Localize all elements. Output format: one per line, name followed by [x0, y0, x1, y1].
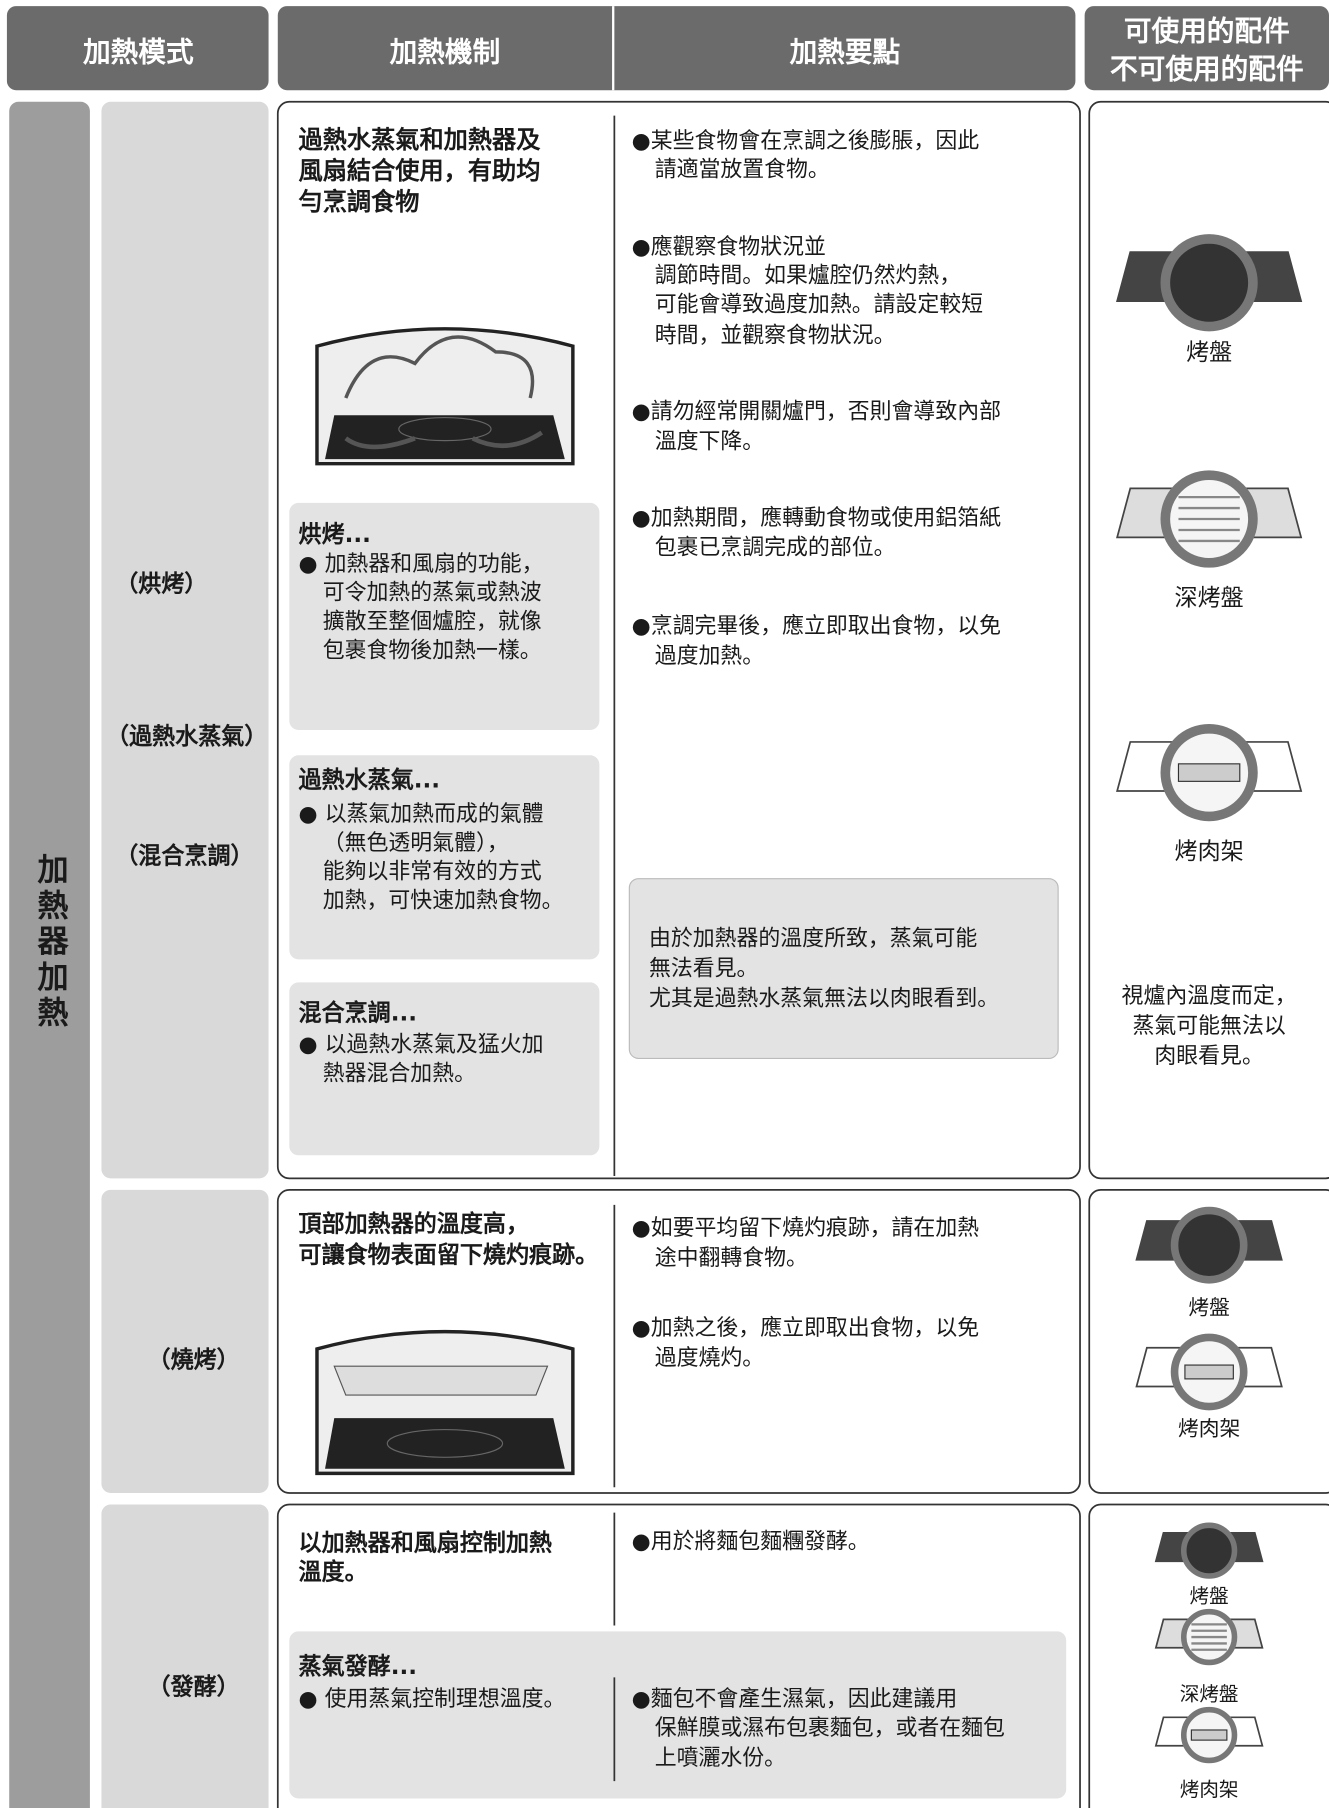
mechanism-text: 頂部加熱器的溫度高，	[299, 1210, 529, 1237]
mode-label: （烘烤）	[115, 571, 207, 598]
note-text: 無法看見。	[649, 956, 758, 981]
box-text: ● 以蒸氣加熱而成的氣體	[299, 802, 544, 827]
mode-band	[101, 101, 269, 1179]
accessory-note: 視爐內溫度而定，	[1122, 984, 1297, 1009]
point-text: 過度燒灼。	[655, 1346, 764, 1371]
box-text: （無色透明氣體），	[323, 831, 509, 856]
header-cell	[277, 6, 1076, 91]
box-text: ● 使用蒸氣控制理想溫度。	[299, 1687, 566, 1712]
info-box	[289, 502, 600, 730]
accessory-box	[1088, 100, 1329, 1180]
box-text: 能夠以非常有效的方式	[323, 860, 542, 885]
header-text: 加熱要點	[790, 35, 901, 68]
point-text: ●加熱之後，應立即取出食物，以免	[632, 1315, 979, 1341]
point-text: ●請勿經常開關爐門，否則會導致內部	[632, 400, 1001, 425]
point-text: 保鮮膜或濕布包裹麵包，或者在麵包	[655, 1716, 1005, 1741]
side-label: 加熱器加熱	[32, 853, 70, 1032]
note-text: 尤其是過熱水蒸氣無法以肉眼看到。	[649, 986, 999, 1011]
accessory-note: 肉眼看見。	[1154, 1044, 1263, 1069]
accessory-icon	[1135, 1206, 1283, 1284]
accessory-label: 烤盤	[1190, 1585, 1229, 1608]
point-text: 請適當放置食物。	[655, 158, 830, 183]
box-title: 過熱水蒸氣...	[299, 767, 441, 794]
point-text: 過度加熱。	[655, 644, 764, 669]
mechanism-text: 勻烹調食物	[299, 188, 420, 216]
accessory-label: 烤盤	[1186, 340, 1232, 366]
point-text: ●如要平均留下燒灼痕跡，請在加熱	[632, 1216, 980, 1241]
box-title: 蒸氣發酵...	[299, 1653, 417, 1680]
mechanism-text: 過熱水蒸氣和加熱器及	[299, 126, 542, 154]
oven-illustration	[315, 327, 575, 466]
accessory-label: 深烤盤	[1175, 585, 1244, 611]
mode-label: （混合烹調）	[115, 843, 253, 870]
accessory-label: 烤肉架	[1178, 1416, 1240, 1440]
point-text: 時間，並觀察食物狀況。	[655, 324, 896, 349]
info-box	[289, 1631, 1067, 1799]
mode-label: （發酵）	[148, 1674, 240, 1701]
accessory-note: 蒸氣可能無法以	[1133, 1014, 1286, 1039]
point-text: ●麵包不會產生濕氣，因此建議用	[632, 1687, 958, 1712]
header-cell	[6, 6, 269, 91]
mode-band	[101, 1504, 269, 1808]
point-text: 上噴灑水份。	[655, 1746, 786, 1771]
point-text: ●應觀察食物狀況並	[632, 234, 826, 260]
box-text: 熱器混合加熱。	[323, 1061, 476, 1086]
info-box	[289, 982, 600, 1156]
box-text: 包裹食物後加熱一樣。	[323, 638, 542, 663]
point-text: ●烹調完畢後，應立即取出食物，以免	[632, 613, 1001, 639]
header-text: 加熱機制	[390, 35, 501, 68]
mechanism-text: 風扇結合使用，有助均	[299, 157, 541, 185]
point-text: 途中翻轉食物。	[655, 1246, 808, 1271]
mode-label: （過熱水蒸氣）	[106, 723, 267, 750]
mechanism-text: 可讓食物表面留下燒灼痕跡。	[299, 1241, 599, 1268]
accessory-icon	[1116, 723, 1303, 822]
mechanism-text: 以加熱器和風扇控制加熱	[299, 1530, 553, 1557]
accessory-label: 深烤盤	[1180, 1682, 1239, 1705]
oven-illustration	[315, 1329, 575, 1476]
box-text: ● 以過熱水蒸氣及猛火加	[299, 1033, 544, 1058]
header-text: 加熱模式	[83, 35, 194, 68]
accessory-icon	[1116, 470, 1303, 568]
note-box	[628, 878, 1059, 1060]
box-text: 可令加熱的蒸氣或熱波	[323, 581, 542, 606]
accessory-icon	[1154, 1608, 1264, 1666]
accessory-label: 烤肉架	[1180, 1778, 1239, 1801]
accessory-icon	[1154, 1706, 1264, 1764]
accessory-icon	[1116, 234, 1303, 332]
accessory-label: 烤盤	[1188, 1295, 1229, 1319]
point-text: 可能會導致過度加熱。請設定較短	[655, 293, 983, 318]
mode-band	[101, 1189, 269, 1494]
point-text: 調節時間。如果爐腔仍然灼熱，	[655, 264, 961, 289]
accessory-icon	[1135, 1333, 1283, 1411]
mode-label: （燒烤）	[148, 1346, 240, 1373]
accessory-label: 烤肉架	[1175, 839, 1244, 865]
box-text: 加熱，可快速加熱食物。	[323, 888, 564, 913]
note-text: 由於加熱器的溫度所致，蒸氣可能	[649, 926, 977, 951]
box-title: 混合烹調...	[299, 999, 417, 1026]
accessory-icon	[1154, 1522, 1264, 1579]
header-text: 可使用的配件	[1124, 15, 1290, 48]
header-text: 不可使用的配件	[1110, 53, 1304, 86]
box-title: 烘烤...	[299, 522, 371, 548]
point-text: ●某些食物會在烹調之後膨脹，因此	[632, 129, 980, 154]
box-text: ● 加熱器和風扇的功能，	[299, 552, 544, 577]
point-text: 包裹已烹調完成的部位。	[655, 536, 896, 561]
box-text: 擴散至整個爐腔，就像	[323, 610, 542, 635]
mechanism-text: 溫度。	[299, 1558, 368, 1585]
info-box	[289, 755, 600, 960]
point-text: ●用於將麵包麵糰發酵。	[632, 1529, 870, 1554]
point-text: 溫度下降。	[655, 430, 764, 455]
header-cell	[1084, 6, 1329, 91]
point-text: ●加熱期間，應轉動食物或使用鋁箔紙	[632, 505, 1001, 531]
side-bar	[9, 101, 90, 1808]
